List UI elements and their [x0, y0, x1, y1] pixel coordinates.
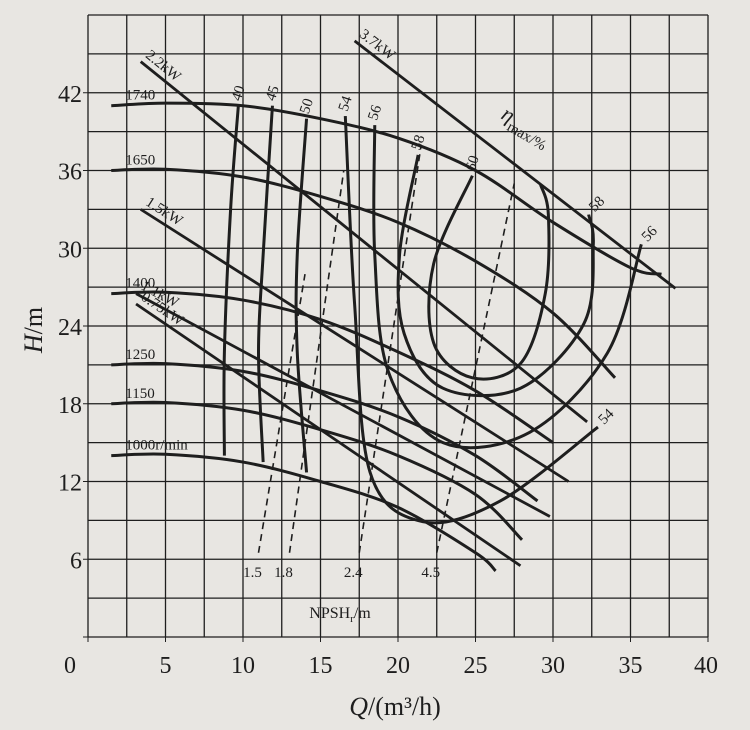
head-curve: [111, 290, 554, 444]
x-tick-label: 0: [64, 653, 76, 679]
x-tick-label: 40: [694, 653, 718, 679]
x-axis-title-main: Q: [349, 692, 368, 721]
y-axis-title-main: H: [19, 333, 48, 354]
head-curve-label: 1740: [125, 88, 155, 104]
head-curve: [111, 361, 539, 503]
npsh-label: 2.4: [344, 565, 363, 581]
power-line: [353, 39, 677, 290]
y-tick-label: 6: [70, 548, 82, 574]
npsh-line: [358, 144, 423, 553]
npsh-label: 1.8: [274, 565, 293, 581]
npsh-line: [257, 274, 306, 553]
efficiency-curve: [427, 175, 551, 381]
head-curve: [111, 452, 497, 573]
x-tick-label: 35: [619, 653, 643, 679]
efficiency-curve: [343, 116, 599, 525]
head-curve: [111, 101, 662, 276]
efficiency-label: 45: [263, 84, 283, 103]
y-tick-label: 12: [58, 471, 82, 497]
y-tick-label: 42: [58, 82, 82, 108]
efficiency-curve: [294, 118, 309, 473]
npsh-line: [435, 183, 516, 553]
efficiency-curve: [256, 105, 274, 463]
y-tick-label: 18: [58, 393, 82, 419]
labels: 0 5 10 15 20 25 30 35 40 6 12 18 24 30 36 42 1740 1650 140…: [58, 26, 718, 679]
npsh-title: NPSHr/m: [309, 605, 371, 625]
efficiency-curve: [222, 105, 240, 456]
y-axis-title: H/m: [19, 307, 48, 354]
y-tick-label: 24: [58, 315, 82, 341]
npsh-label: 4.5: [421, 565, 440, 581]
efficiency-label: 54: [336, 94, 356, 114]
efficiency-curve: [372, 125, 643, 450]
power-line: [139, 60, 588, 423]
efficiency-label: 56: [365, 103, 385, 123]
curves: [111, 39, 677, 573]
x-axis-title: Q/(m³/h): [349, 692, 441, 721]
x-tick-label: 20: [386, 653, 410, 679]
x-tick-label: 25: [464, 653, 488, 679]
power-line: [135, 302, 522, 567]
x-tick-label: 15: [309, 653, 333, 679]
y-axis-title-unit: /m: [19, 307, 48, 334]
npsh-title-main: NPSH: [309, 605, 350, 622]
npsh-label: 1.5: [243, 565, 262, 581]
x-tick-label: 30: [541, 653, 565, 679]
x-tick-label: 5: [160, 653, 172, 679]
npsh-line: [288, 170, 345, 553]
y-tick-label: 36: [58, 160, 82, 186]
head-curve-label: 1650: [125, 153, 155, 169]
npsh-title-sub: r: [350, 613, 354, 625]
head-curve-label: 1400: [125, 276, 155, 292]
x-tick-label: 10: [231, 653, 255, 679]
head-curve-label: 1000r/min: [125, 438, 188, 454]
head-curve-label: 1150: [125, 386, 154, 402]
efficiency-label: 58: [409, 133, 429, 152]
y-tick-label: 30: [58, 237, 82, 263]
efficiency-label: 60: [463, 154, 483, 173]
efficiency-label: 50: [297, 97, 317, 116]
npsh-title-unit: /m: [354, 605, 371, 622]
x-axis-title-unit: /(m³/h): [368, 692, 441, 721]
head-curve-label: 1250: [125, 347, 155, 363]
efficiency-label: 40: [229, 84, 249, 103]
efficiency-curve: [396, 154, 595, 398]
power-line: [139, 208, 570, 483]
